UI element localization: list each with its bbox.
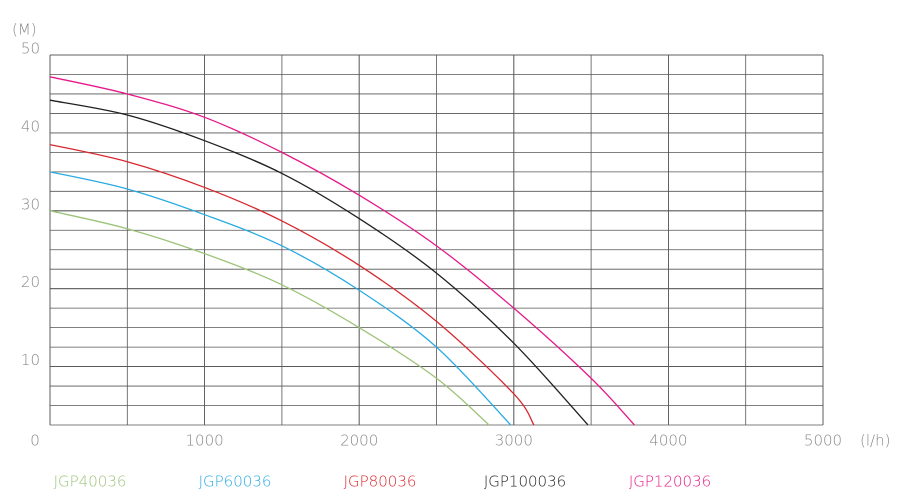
- legend-label: JGP80036: [344, 473, 417, 491]
- x-tick-label: 4000: [649, 432, 687, 450]
- legend-label: JGP120036: [629, 473, 711, 491]
- y-tick-label: 30: [21, 195, 40, 213]
- series-line: [49, 210, 490, 426]
- series-line: [49, 143, 535, 426]
- x-tick-label: 0: [30, 432, 40, 450]
- x-tick-label: 2000: [340, 432, 378, 450]
- series-line: [49, 76, 635, 426]
- legend-label: JGP60036: [199, 473, 272, 491]
- legend-label: JGP100036: [484, 473, 566, 491]
- y-tick-label: 40: [21, 117, 40, 135]
- x-tick-label: 3000: [495, 432, 533, 450]
- x-tick-label: 1000: [186, 432, 224, 450]
- y-tick-label: 50: [21, 40, 40, 58]
- series-line: [49, 99, 589, 426]
- legend-label: JGP40036: [54, 473, 127, 491]
- series-line: [49, 171, 512, 426]
- y-tick-label: 10: [21, 351, 40, 369]
- y-unit: (M): [12, 21, 37, 39]
- x-unit: (l/h): [860, 432, 890, 450]
- y-tick-label: 20: [21, 273, 40, 291]
- x-tick-label: 5000: [804, 432, 842, 450]
